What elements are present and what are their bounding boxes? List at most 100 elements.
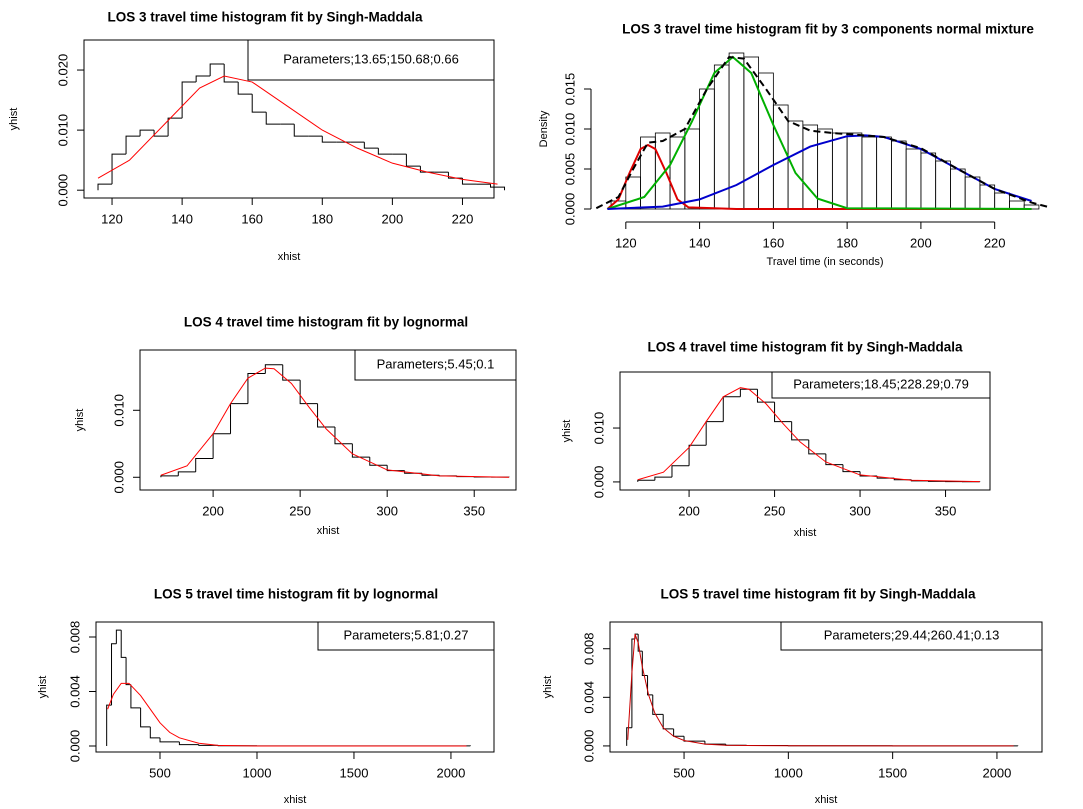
y-tick-label: 0.008 bbox=[581, 632, 596, 665]
y-tick-label: 0.010 bbox=[55, 114, 70, 147]
histogram-step bbox=[489, 184, 506, 191]
x-axis-label: xhist bbox=[278, 251, 301, 263]
histogram-step bbox=[115, 629, 122, 644]
x-tick-label: 140 bbox=[689, 235, 711, 250]
histogram-bar bbox=[787, 120, 804, 210]
x-tick-label: 160 bbox=[763, 235, 785, 250]
histogram-step bbox=[652, 694, 664, 715]
x-tick-label: 1500 bbox=[340, 765, 369, 780]
histogram-step bbox=[688, 444, 707, 466]
x-tick-label: 350 bbox=[463, 503, 485, 518]
histogram-bar bbox=[772, 104, 789, 210]
y-axis-label: yhist bbox=[561, 420, 573, 443]
histogram-step bbox=[209, 63, 225, 77]
histogram-step bbox=[704, 741, 726, 745]
chart-title: LOS 4 travel time histogram fit by Singh… bbox=[647, 340, 963, 355]
chart: LOS 4 travel time histogram fit by Singh… bbox=[561, 340, 991, 539]
x-tick-label: 200 bbox=[910, 235, 932, 250]
annotation-box bbox=[771, 371, 991, 399]
histogram-step bbox=[363, 142, 379, 149]
histogram-bar bbox=[743, 56, 760, 210]
x-tick-label: 140 bbox=[171, 211, 193, 226]
histogram-step bbox=[130, 684, 141, 709]
x-tick-label: 500 bbox=[149, 765, 171, 780]
fit-curve bbox=[607, 55, 1032, 210]
x-tick-label: 350 bbox=[935, 503, 957, 518]
histogram-step bbox=[637, 634, 643, 652]
histogram-step bbox=[317, 403, 335, 428]
y-axis-label: yhist bbox=[37, 676, 49, 699]
histogram-step bbox=[181, 81, 197, 119]
histogram-step bbox=[756, 389, 775, 403]
annotation: Parameters;5.81;0.27 bbox=[343, 627, 468, 642]
fit-curve bbox=[607, 134, 1032, 210]
histogram-step bbox=[351, 443, 370, 458]
histogram-step bbox=[195, 458, 214, 472]
histogram-step bbox=[251, 94, 267, 113]
chart: LOS 4 travel time histogram fit by logno… bbox=[74, 315, 517, 537]
y-axis-label: yhist bbox=[74, 409, 86, 432]
annotation: Parameters;29.44;260.41;0.13 bbox=[824, 627, 1000, 642]
x-axis-label: xhist bbox=[317, 525, 340, 537]
histogram-step bbox=[178, 741, 199, 746]
y-tick-label: 0.004 bbox=[581, 681, 596, 714]
annotation: Parameters;13.65;150.68;0.66 bbox=[283, 51, 459, 66]
histogram-bar bbox=[861, 136, 878, 210]
histogram-bar bbox=[1009, 200, 1025, 210]
y-tick-label: 0.020 bbox=[55, 54, 70, 87]
histogram-step bbox=[264, 364, 283, 374]
histogram-step bbox=[198, 744, 219, 746]
plot-frame bbox=[95, 621, 495, 753]
chart-title: LOS 4 travel time histogram fit by logno… bbox=[184, 315, 468, 330]
x-tick-label: 200 bbox=[678, 503, 700, 518]
histogram-step bbox=[159, 737, 180, 743]
annotation-box bbox=[780, 621, 1043, 651]
y-tick-label: 0.000 bbox=[562, 193, 577, 226]
chart: LOS 5 travel time histogram fit by logno… bbox=[37, 587, 495, 806]
histogram-bar bbox=[890, 140, 907, 210]
chart: LOS 3 travel time histogram fit by 3 com… bbox=[538, 22, 1051, 268]
annotation-box bbox=[354, 349, 517, 381]
y-axis-label: Density bbox=[538, 110, 550, 147]
histogram-step bbox=[125, 135, 141, 155]
histogram-bar bbox=[905, 148, 922, 210]
chart-title: LOS 3 travel time histogram fit by 3 com… bbox=[622, 22, 1034, 37]
histogram-bar bbox=[876, 136, 892, 210]
y-tick-label: 0.004 bbox=[67, 675, 82, 708]
x-tick-label: 2000 bbox=[436, 765, 465, 780]
histogram-step bbox=[230, 403, 248, 434]
x-tick-label: 250 bbox=[764, 503, 786, 518]
histogram-step bbox=[739, 388, 758, 397]
chart-title: LOS 5 travel time histogram fit by Singh… bbox=[660, 587, 976, 602]
y-tick-label: 0.010 bbox=[111, 394, 126, 427]
histogram-step bbox=[334, 427, 353, 445]
histogram-step bbox=[223, 64, 239, 83]
x-tick-label: 1500 bbox=[878, 765, 907, 780]
chart: LOS 3 travel time histogram fit by Singh… bbox=[8, 10, 506, 263]
histogram-bar bbox=[920, 152, 937, 210]
histogram-step bbox=[106, 704, 112, 747]
histogram-step bbox=[195, 75, 211, 83]
histogram-step bbox=[120, 630, 127, 658]
y-tick-label: 0.005 bbox=[562, 153, 577, 186]
x-axis-label: xhist bbox=[815, 794, 838, 806]
histogram-step bbox=[637, 479, 655, 482]
x-tick-label: 220 bbox=[452, 211, 474, 226]
x-tick-label: 120 bbox=[615, 235, 637, 250]
x-tick-label: 220 bbox=[984, 235, 1006, 250]
y-tick-label: 0.015 bbox=[562, 73, 577, 106]
chart-title: LOS 3 travel time histogram fit by Singh… bbox=[107, 10, 423, 25]
histogram-step bbox=[321, 136, 337, 143]
histogram-step bbox=[662, 714, 674, 730]
x-tick-label: 200 bbox=[382, 211, 404, 226]
histogram-step bbox=[97, 183, 113, 191]
fit-curve bbox=[637, 387, 980, 483]
y-tick-label: 0.010 bbox=[591, 412, 606, 445]
histogram-step bbox=[369, 457, 388, 466]
histogram-bar bbox=[654, 132, 671, 210]
histogram-step bbox=[671, 465, 690, 478]
histogram-bar bbox=[935, 160, 951, 210]
histogram-step bbox=[111, 153, 127, 185]
histogram-step bbox=[825, 453, 843, 466]
